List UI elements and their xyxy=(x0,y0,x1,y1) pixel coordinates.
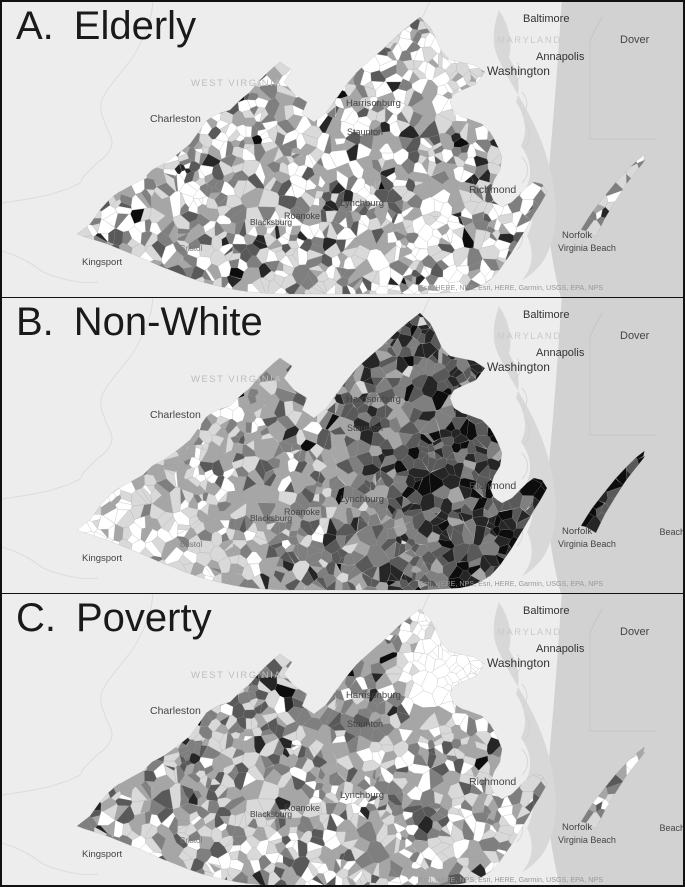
svg-text:MARYLAND: MARYLAND xyxy=(497,35,562,46)
svg-text:Bristol: Bristol xyxy=(180,836,202,845)
svg-text:Virginia Beach: Virginia Beach xyxy=(558,835,616,845)
svg-text:Esri, HERE, NPS, Esri, HERE, G: Esri, HERE, NPS, Esri, HERE, Garmin, USG… xyxy=(419,283,603,292)
svg-text:Charleston: Charleston xyxy=(150,113,201,125)
svg-text:Virginia Beach: Virginia Beach xyxy=(558,539,616,549)
svg-text:Charleston: Charleston xyxy=(150,705,201,717)
svg-text:Beach: Beach xyxy=(659,527,685,537)
svg-text:Charleston: Charleston xyxy=(150,409,201,421)
svg-text:Bristol: Bristol xyxy=(180,540,202,549)
svg-text:Dover: Dover xyxy=(620,330,650,342)
svg-text:Richmond: Richmond xyxy=(469,184,516,196)
svg-text:WEST VIRGINIA: WEST VIRGINIA xyxy=(191,374,282,385)
svg-text:Harrisonburg: Harrisonburg xyxy=(346,98,401,109)
svg-text:Staunton: Staunton xyxy=(347,719,383,729)
svg-text:Annapolis: Annapolis xyxy=(536,643,585,655)
svg-text:Washington: Washington xyxy=(487,656,550,670)
svg-text:Blacksburg: Blacksburg xyxy=(250,513,292,523)
svg-text:WEST VIRGINIA: WEST VIRGINIA xyxy=(191,78,282,89)
svg-text:Esri, HERE, NPS, Esri, HERE, G: Esri, HERE, NPS, Esri, HERE, Garmin, USG… xyxy=(419,875,603,884)
svg-text:Dover: Dover xyxy=(620,626,650,638)
svg-text:Lynchburg: Lynchburg xyxy=(340,198,384,209)
svg-text:Baltimore: Baltimore xyxy=(523,605,569,617)
svg-text:Virginia Beach: Virginia Beach xyxy=(558,243,616,253)
svg-text:Esri, HERE, NPS, Esri, HERE, G: Esri, HERE, NPS, Esri, HERE, Garmin, USG… xyxy=(419,579,603,588)
svg-text:Lynchburg: Lynchburg xyxy=(340,790,384,801)
svg-text:Richmond: Richmond xyxy=(469,480,516,492)
svg-text:Harrisonburg: Harrisonburg xyxy=(346,394,401,405)
svg-text:Washington: Washington xyxy=(487,360,550,374)
svg-text:Norfolk: Norfolk xyxy=(562,230,592,241)
svg-text:Annapolis: Annapolis xyxy=(536,51,585,63)
svg-text:Richmond: Richmond xyxy=(469,776,516,788)
svg-text:Blacksburg: Blacksburg xyxy=(250,809,292,819)
svg-text:Washington: Washington xyxy=(487,64,550,78)
svg-text:MARYLAND: MARYLAND xyxy=(497,331,562,342)
svg-text:Baltimore: Baltimore xyxy=(523,13,569,25)
svg-text:Harrisonburg: Harrisonburg xyxy=(346,690,401,701)
svg-text:Norfolk: Norfolk xyxy=(562,822,592,833)
svg-text:Beach: Beach xyxy=(659,823,685,833)
svg-text:Annapolis: Annapolis xyxy=(536,347,585,359)
svg-text:WEST VIRGINIA: WEST VIRGINIA xyxy=(191,670,282,681)
svg-text:MARYLAND: MARYLAND xyxy=(497,627,562,638)
svg-text:Staunton: Staunton xyxy=(347,127,383,137)
svg-text:Kingsport: Kingsport xyxy=(82,553,122,564)
svg-text:Lynchburg: Lynchburg xyxy=(340,494,384,505)
svg-text:Norfolk: Norfolk xyxy=(562,526,592,537)
svg-text:Dover: Dover xyxy=(620,34,650,46)
svg-text:Blacksburg: Blacksburg xyxy=(250,217,292,227)
svg-text:Kingsport: Kingsport xyxy=(82,257,122,268)
svg-text:Kingsport: Kingsport xyxy=(82,849,122,860)
svg-text:Staunton: Staunton xyxy=(347,423,383,433)
svg-text:Baltimore: Baltimore xyxy=(523,309,569,321)
svg-text:Bristol: Bristol xyxy=(180,244,202,253)
